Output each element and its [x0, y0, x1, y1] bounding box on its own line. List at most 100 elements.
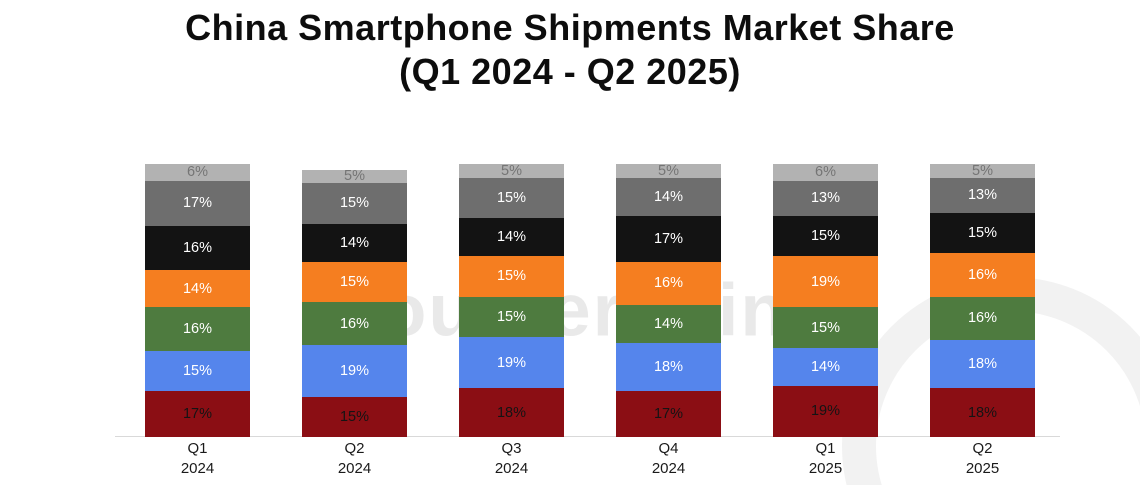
bar-light-gray-segment: 5% [459, 163, 564, 180]
bar-green-segment: 16% [930, 296, 1035, 340]
bar-black-segment: 14% [302, 223, 407, 262]
bar-green-segment: 16% [145, 307, 250, 351]
bar-dark-gray-segment: 13% [773, 180, 878, 216]
x-axis-baseline [115, 436, 1060, 437]
bar-blue-segment: 19% [459, 337, 564, 389]
segment-value-label: 19% [496, 354, 527, 371]
x-axis-label-line: Q1 [187, 440, 208, 457]
chart-title-line2: (Q1 2024 - Q2 2025) [399, 50, 741, 92]
bar-green-segment: 14% [616, 304, 721, 343]
bar-black-segment: 14% [459, 218, 564, 257]
x-axis-label-line: Q2 [344, 440, 365, 457]
bars-row: 17% 15% 16% 14% 16% 17% 6% 15% 19% 16% 15% 14% 15% 5%… [145, 163, 1035, 437]
stacked-bar: 18% 18% 16% 16% 15% 13% 5% [930, 163, 1035, 437]
chart-title: China Smartphone Shipments Market Share … [0, 6, 1140, 94]
x-axis-label: Q2 2025 [930, 439, 1035, 478]
segment-value-label: 17% [182, 195, 213, 212]
bar-orange-segment: 16% [930, 253, 1035, 297]
segment-value-label: 15% [182, 362, 213, 379]
segment-value-label: 14% [496, 229, 527, 246]
segment-value-label: 15% [810, 319, 841, 336]
segment-value-label: 19% [339, 362, 370, 379]
x-axis-label-line: 2025 [965, 459, 1000, 477]
bar-maroon-segment: 18% [459, 388, 564, 437]
segment-value-label: 18% [967, 356, 998, 373]
segment-value-label: 17% [182, 406, 213, 423]
segment-value-label: 17% [653, 230, 684, 247]
bar-orange-segment: 16% [616, 261, 721, 305]
segment-value-label: 5% [658, 163, 679, 180]
x-axis-label: Q4 2024 [616, 439, 721, 478]
bar-black-segment: 15% [773, 215, 878, 257]
bar-blue-segment: 14% [773, 347, 878, 386]
bar-blue-segment: 18% [930, 339, 1035, 389]
chart-title-line1: China Smartphone Shipments Market Share [185, 7, 955, 48]
segment-value-label: 15% [339, 273, 370, 290]
bar-orange-segment: 19% [773, 256, 878, 308]
segment-value-label: 6% [815, 164, 836, 181]
stacked-bar: 17% 15% 16% 14% 16% 17% 6% [145, 164, 250, 437]
segment-value-label: 15% [810, 227, 841, 244]
segment-value-label: 14% [810, 358, 841, 375]
x-axis-label-line: 2025 [808, 459, 843, 477]
x-axis-label-line: 2024 [180, 459, 215, 477]
bar-orange-segment: 15% [459, 256, 564, 297]
bar-black-segment: 17% [616, 215, 721, 262]
x-axis-label: Q2 2024 [302, 439, 407, 478]
segment-value-label: 19% [810, 403, 841, 420]
bar-blue-segment: 15% [145, 350, 250, 392]
x-axis-row: Q1 2024 Q2 2024 Q3 2024 Q4 2024 Q1 2025 Q2 2025 [145, 439, 1035, 478]
segment-value-label: 15% [339, 408, 370, 425]
x-axis-label: Q1 2024 [145, 439, 250, 478]
segment-value-label: 16% [182, 321, 213, 338]
stacked-bar: 17% 18% 14% 16% 17% 14% 5% [616, 163, 721, 437]
segment-value-label: 15% [496, 308, 527, 325]
segment-value-label: 18% [496, 404, 527, 421]
segment-value-label: 15% [339, 195, 370, 212]
segment-value-label: 13% [967, 187, 998, 204]
segment-value-label: 5% [344, 168, 365, 185]
x-axis-label-line: 2024 [494, 459, 529, 477]
segment-value-label: 15% [496, 268, 527, 285]
bar-dark-gray-segment: 14% [616, 177, 721, 216]
segment-value-label: 18% [967, 404, 998, 421]
segment-value-label: 16% [967, 267, 998, 284]
segment-value-label: 16% [339, 315, 370, 332]
x-axis-label-line: 2024 [651, 459, 686, 477]
bar-maroon-segment: 17% [616, 391, 721, 437]
bar-green-segment: 15% [773, 307, 878, 348]
bar-black-segment: 15% [930, 212, 1035, 254]
bar-light-gray-segment: 5% [616, 163, 721, 180]
bar-maroon-segment: 15% [302, 396, 407, 437]
stacked-bar: 15% 19% 16% 15% 14% 15% 5% [302, 168, 407, 437]
bar-dark-gray-segment: 15% [459, 177, 564, 219]
segment-value-label: 14% [182, 280, 213, 297]
segment-value-label: 16% [967, 310, 998, 327]
stacked-bar: 19% 14% 15% 19% 15% 13% 6% [773, 164, 878, 437]
segment-value-label: 19% [810, 273, 841, 290]
segment-value-label: 5% [501, 163, 522, 180]
x-axis-label: Q1 2025 [773, 439, 878, 478]
bar-orange-segment: 14% [145, 269, 250, 308]
bar-black-segment: 16% [145, 226, 250, 270]
segment-value-label: 13% [810, 190, 841, 207]
segment-value-label: 14% [339, 234, 370, 251]
bar-orange-segment: 15% [302, 261, 407, 303]
segment-value-label: 15% [967, 225, 998, 242]
x-axis-label: Q3 2024 [459, 439, 564, 478]
bar-dark-gray-segment: 17% [145, 180, 250, 227]
bar-maroon-segment: 18% [930, 388, 1035, 437]
segment-value-label: 6% [187, 164, 208, 181]
segment-value-label: 16% [182, 240, 213, 257]
x-axis-label-line: Q3 [501, 440, 522, 457]
bar-blue-segment: 18% [616, 342, 721, 392]
segment-value-label: 17% [653, 406, 684, 423]
bar-light-gray-segment: 6% [773, 164, 878, 181]
x-axis-label-line: Q2 [972, 440, 993, 457]
segment-value-label: 5% [972, 163, 993, 180]
bar-light-gray-segment: 6% [145, 164, 250, 181]
bar-green-segment: 16% [302, 302, 407, 346]
bar-light-gray-segment: 5% [302, 168, 407, 185]
bar-blue-segment: 19% [302, 345, 407, 397]
